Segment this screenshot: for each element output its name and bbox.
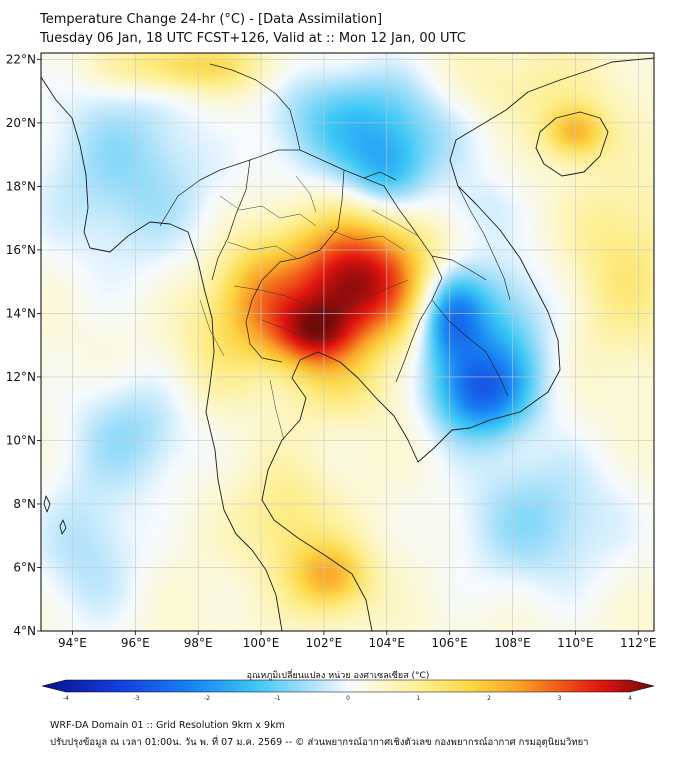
lon-tick-label: 96°E bbox=[121, 636, 150, 650]
colorbar-tick-label: -2 bbox=[204, 695, 210, 702]
colorbar-tick-label: 3 bbox=[558, 695, 562, 702]
vietnam-borders bbox=[431, 185, 511, 397]
colorbar-tick-label: 4 bbox=[628, 695, 632, 702]
country-borders bbox=[159, 63, 487, 383]
lon-tick-label: 98°E bbox=[184, 636, 213, 650]
lon-tick-label: 94°E bbox=[58, 636, 87, 650]
map-title: Temperature Change 24-hr (°C) - [Data As… bbox=[40, 12, 383, 27]
lat-tick-label: 18°N bbox=[6, 179, 36, 193]
temperature-field bbox=[41, 53, 654, 631]
coastlines-and-borders bbox=[41, 57, 654, 631]
lon-tick-label: 108°E bbox=[494, 636, 531, 650]
lon-tick-label: 112°E bbox=[620, 636, 657, 650]
lat-tick-label: 22°N bbox=[6, 52, 36, 66]
lat-tick-label: 16°N bbox=[6, 243, 36, 257]
longitude-ticks: 94°E 96°E 98°E 100°E 102°E 104°E 106°E 108°E 110… bbox=[58, 631, 657, 650]
lat-tick-label: 14°N bbox=[6, 306, 36, 320]
colorbar-tick-label: 1 bbox=[417, 695, 421, 702]
lat-tick-label: 12°N bbox=[6, 370, 36, 384]
mainland-coastline bbox=[41, 57, 654, 631]
colorbar-ticks: -4 -3 -2 -1 0 1 2 3 4 bbox=[63, 695, 632, 702]
lon-tick-label: 102°E bbox=[306, 636, 343, 650]
lat-tick-label: 8°N bbox=[13, 497, 36, 511]
hainan-island bbox=[535, 111, 609, 177]
lon-tick-label: 106°E bbox=[431, 636, 468, 650]
province-lines bbox=[199, 175, 419, 441]
lat-tick-label: 4°N bbox=[13, 624, 36, 638]
colorbar-tick-label: 0 bbox=[346, 695, 350, 702]
footer-model-info: WRF-DA Domain 01 :: Grid Resolution 9km … bbox=[50, 720, 285, 731]
lon-tick-label: 104°E bbox=[369, 636, 406, 650]
colorbar-tick-label: 2 bbox=[487, 695, 491, 702]
colorbar-tick-label: -1 bbox=[275, 695, 281, 702]
lat-tick-label: 6°N bbox=[13, 560, 36, 574]
map-frame bbox=[40, 52, 655, 632]
graticule bbox=[41, 53, 654, 631]
colorbar bbox=[41, 679, 655, 693]
andaman-islands bbox=[43, 495, 67, 535]
colorbar-tick-label: -3 bbox=[134, 695, 140, 702]
lat-tick-label: 20°N bbox=[6, 116, 36, 130]
colorbar-tick-label: -4 bbox=[63, 695, 69, 702]
lon-tick-label: 100°E bbox=[243, 636, 280, 650]
lat-tick-label: 10°N bbox=[6, 433, 36, 447]
footer-credit: ปรับปรุงข้อมูล ณ เวลา 01:00น. วัน พ. ที่… bbox=[50, 737, 589, 748]
map-subtitle: Tuesday 06 Jan, 18 UTC FCST+126, Valid a… bbox=[40, 31, 466, 46]
lon-tick-label: 110°E bbox=[557, 636, 594, 650]
colorbar-label: อุณหภูมิเปลี่ยนแปลง หน่วย องศาเซลเซียส (… bbox=[246, 671, 430, 681]
latitude-ticks: 4°N 6°N 8°N 10°N 12°N 14°N 16°N 18°N 20°N 22°N bbox=[6, 52, 41, 638]
